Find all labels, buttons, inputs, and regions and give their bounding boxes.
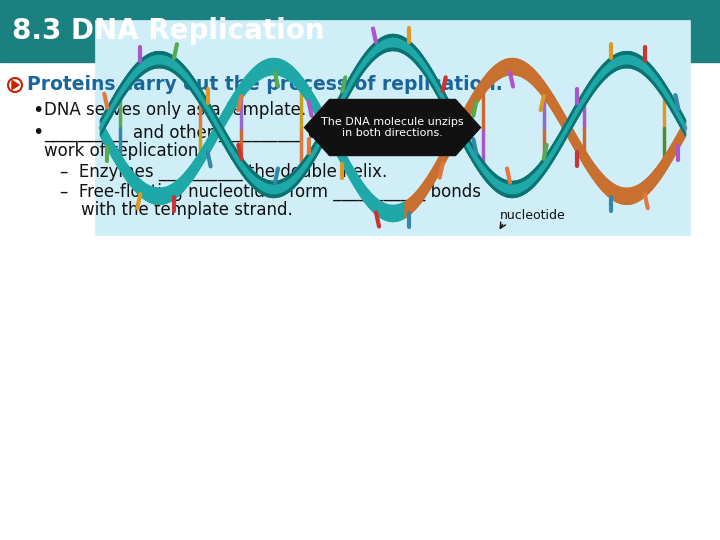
Bar [0, 62, 720, 540]
Text: work of replication.: work of replication. [44, 142, 204, 160]
Text: The DNA molecule unzips
in both directions.: The DNA molecule unzips in both directio… [321, 117, 464, 138]
Circle shape [8, 78, 22, 92]
Text: 8.3 DNA Replication: 8.3 DNA Replication [12, 17, 325, 45]
Text: Proteins carry out the process of replication.: Proteins carry out the process of replic… [27, 76, 503, 94]
Text: •: • [32, 124, 43, 143]
Text: –  Free-floating nucleotides form ___________ bonds: – Free-floating nucleotides form _______… [60, 183, 481, 201]
Text: DNA serves only as a template.: DNA serves only as a template. [44, 101, 306, 119]
Text: nucleotide: nucleotide [500, 209, 566, 222]
Text: with the template strand.: with the template strand. [60, 201, 293, 219]
Polygon shape [12, 80, 19, 90]
Text: –  Enzymes __________ the double helix.: – Enzymes __________ the double helix. [60, 163, 387, 181]
Polygon shape [305, 99, 480, 156]
Bar [95, 20, 690, 235]
Text: •: • [32, 100, 43, 119]
Text: __________ and other __________ do the actual: __________ and other __________ do the a… [44, 124, 418, 142]
Bar [0, 0, 720, 62]
